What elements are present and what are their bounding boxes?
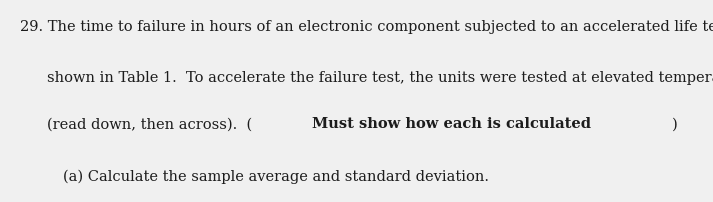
Text: ): ) xyxy=(672,117,677,131)
Text: (read down, then across).  (: (read down, then across). ( xyxy=(47,117,252,131)
Text: (a) Calculate the sample average and standard deviation.: (a) Calculate the sample average and sta… xyxy=(63,170,488,184)
Text: Must show how each is calculated: Must show how each is calculated xyxy=(312,117,591,131)
Text: 29. The time to failure in hours of an electronic component subjected to an acce: 29. The time to failure in hours of an e… xyxy=(20,20,713,34)
Text: shown in Table 1.  To accelerate the failure test, the units were tested at elev: shown in Table 1. To accelerate the fail… xyxy=(47,71,713,85)
